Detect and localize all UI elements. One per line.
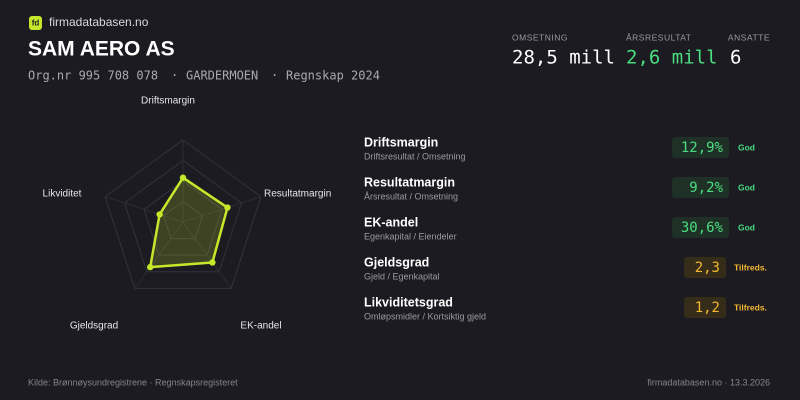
value-badge — [684, 257, 726, 278]
metric-formula: Gjeld / Egenkapital — [364, 271, 440, 281]
separator: · — [271, 69, 278, 83]
brand: firmadatabasen.no — [49, 15, 149, 29]
logo — [29, 16, 42, 30]
metric-rating: Tilfreds. — [734, 302, 767, 312]
logo-mark: fd — [32, 19, 40, 28]
metric-name: Driftsmargin — [364, 135, 438, 149]
metric-value: 30,6% — [681, 220, 724, 236]
radar-spoke — [104, 196, 184, 223]
value-badge — [672, 137, 729, 158]
metric-formula: Egenkapital / Eiendeler — [364, 231, 457, 241]
value-badge — [672, 177, 729, 198]
metric-value: 2,3 — [695, 260, 720, 276]
org-number: Org.nr 995 708 078 — [28, 69, 158, 83]
metric-name: Gjeldsgrad — [364, 255, 429, 269]
kpi-value: 6 — [730, 47, 741, 69]
radar-point — [156, 211, 163, 218]
separator: · — [171, 69, 178, 83]
radar-area — [148, 176, 229, 269]
radar-ring — [143, 180, 223, 256]
kpi-label: ANSATTE — [728, 32, 770, 42]
kpi-value: 28,5 mill — [512, 47, 615, 69]
metric-formula: Driftsresultat / Omsetning — [364, 151, 466, 161]
metrics-list: Driftsmargin Driftsresultat / Omsetning 12… — [364, 135, 767, 321]
radar-spoke — [134, 221, 184, 289]
metric-rating: God — [738, 222, 755, 232]
radar-point — [224, 204, 231, 211]
metric-rating: God — [738, 182, 755, 192]
radar-ring — [123, 159, 243, 273]
metric-rating: God — [738, 142, 755, 152]
metric-value: 1,2 — [695, 300, 720, 316]
kpi-label: ÅRSRESULTAT — [626, 32, 691, 42]
value-badge — [672, 217, 729, 238]
metric-name: EK-andel — [364, 215, 418, 229]
radar-point — [179, 174, 187, 181]
metric-name: Resultatmargin — [364, 175, 455, 189]
site-date: firmadatabasen.no · 13.3.2026 — [647, 377, 770, 387]
value-badge — [684, 297, 726, 318]
metric-rating: Tilfreds. — [734, 262, 767, 272]
radar-point — [147, 263, 154, 271]
metric-value: 9,2% — [689, 180, 723, 196]
radar-ring — [162, 200, 204, 240]
radar-ring — [104, 139, 262, 289]
radar-point — [209, 259, 216, 266]
radar-axis-label: Likviditet — [43, 189, 82, 200]
metric-name: Likviditetsgrad — [364, 295, 453, 309]
kpi-label: OMSETNING — [512, 32, 568, 42]
radar-axis-label: Resultatmargin — [264, 189, 331, 200]
metric-formula: Årsresultat / Omsetning — [364, 191, 458, 201]
radar-axis-label: Gjeldsgrad — [70, 321, 118, 332]
kpi-value: 2,6 mill — [626, 47, 718, 69]
metric-value: 12,9% — [681, 140, 724, 156]
company-title: SAM AERO AS — [28, 38, 175, 61]
source: Kilde: Brønnøysundregistrene · Regnskaps… — [28, 377, 238, 387]
metric-formula: Omløpsmidler / Kortsiktig gjeld — [364, 311, 486, 321]
radar-chart: Driftsmargin Resultatmargin EK-andel Gjelds… — [43, 96, 332, 332]
radar-axis-label: EK-andel — [240, 321, 281, 332]
period: Regnskap 2024 — [286, 69, 380, 83]
location: GARDERMOEN — [186, 69, 258, 83]
radar-axis-label: Driftsmargin — [141, 96, 195, 107]
radar-spoke — [182, 221, 232, 289]
radar-spoke — [182, 196, 262, 223]
